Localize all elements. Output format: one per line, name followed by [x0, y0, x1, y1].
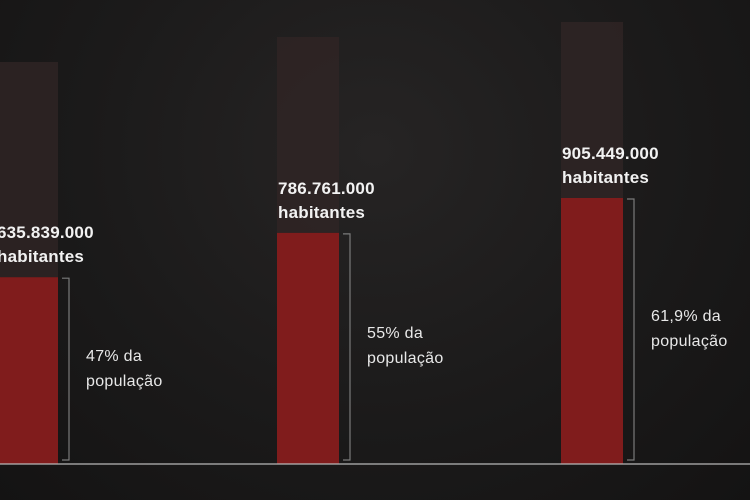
bracket-2 — [343, 233, 351, 461]
bar-value-number-2: 786.761.000 — [278, 178, 375, 198]
ghost-bar-3 — [561, 22, 623, 198]
bar-percent-label-2: 55% da população — [367, 321, 444, 371]
bar-percent-value-3: 61,9% da — [651, 308, 722, 325]
bar-value-number-3: 905.449.000 — [562, 144, 659, 163]
bracket-3 — [627, 198, 635, 461]
bar-percent-label-1: 47% da população — [86, 344, 163, 394]
bar-value-label-3: 905.449.000 habitantes — [562, 142, 659, 190]
bracket-1 — [62, 277, 70, 461]
bar-percent-label-3: 61,9% da população — [651, 304, 728, 354]
bar-value-unit-1: habitantes — [0, 247, 85, 267]
ghost-bar-2 — [277, 37, 339, 233]
bar-1 — [0, 277, 58, 464]
bar-percent-suffix-1: população — [86, 372, 163, 390]
bar-percent-value-2: 55% da — [367, 325, 424, 343]
bar-value-label-2: 786.761.000 habitantes — [278, 177, 375, 225]
bar-value-unit-2: habitantes — [278, 202, 366, 222]
bar-percent-value-1: 47% da — [86, 347, 143, 365]
bar-percent-suffix-2: população — [367, 350, 444, 368]
bar-value-unit-3: habitantes — [562, 168, 650, 187]
bar-value-label-1: 635.839.000 habitantes — [0, 221, 94, 269]
bar-percent-suffix-3: população — [651, 333, 728, 350]
bar-3 — [561, 198, 623, 464]
ghost-bar-1 — [0, 62, 58, 278]
bar-2 — [277, 232, 339, 464]
bar-value-number-1: 635.839.000 — [0, 223, 94, 243]
